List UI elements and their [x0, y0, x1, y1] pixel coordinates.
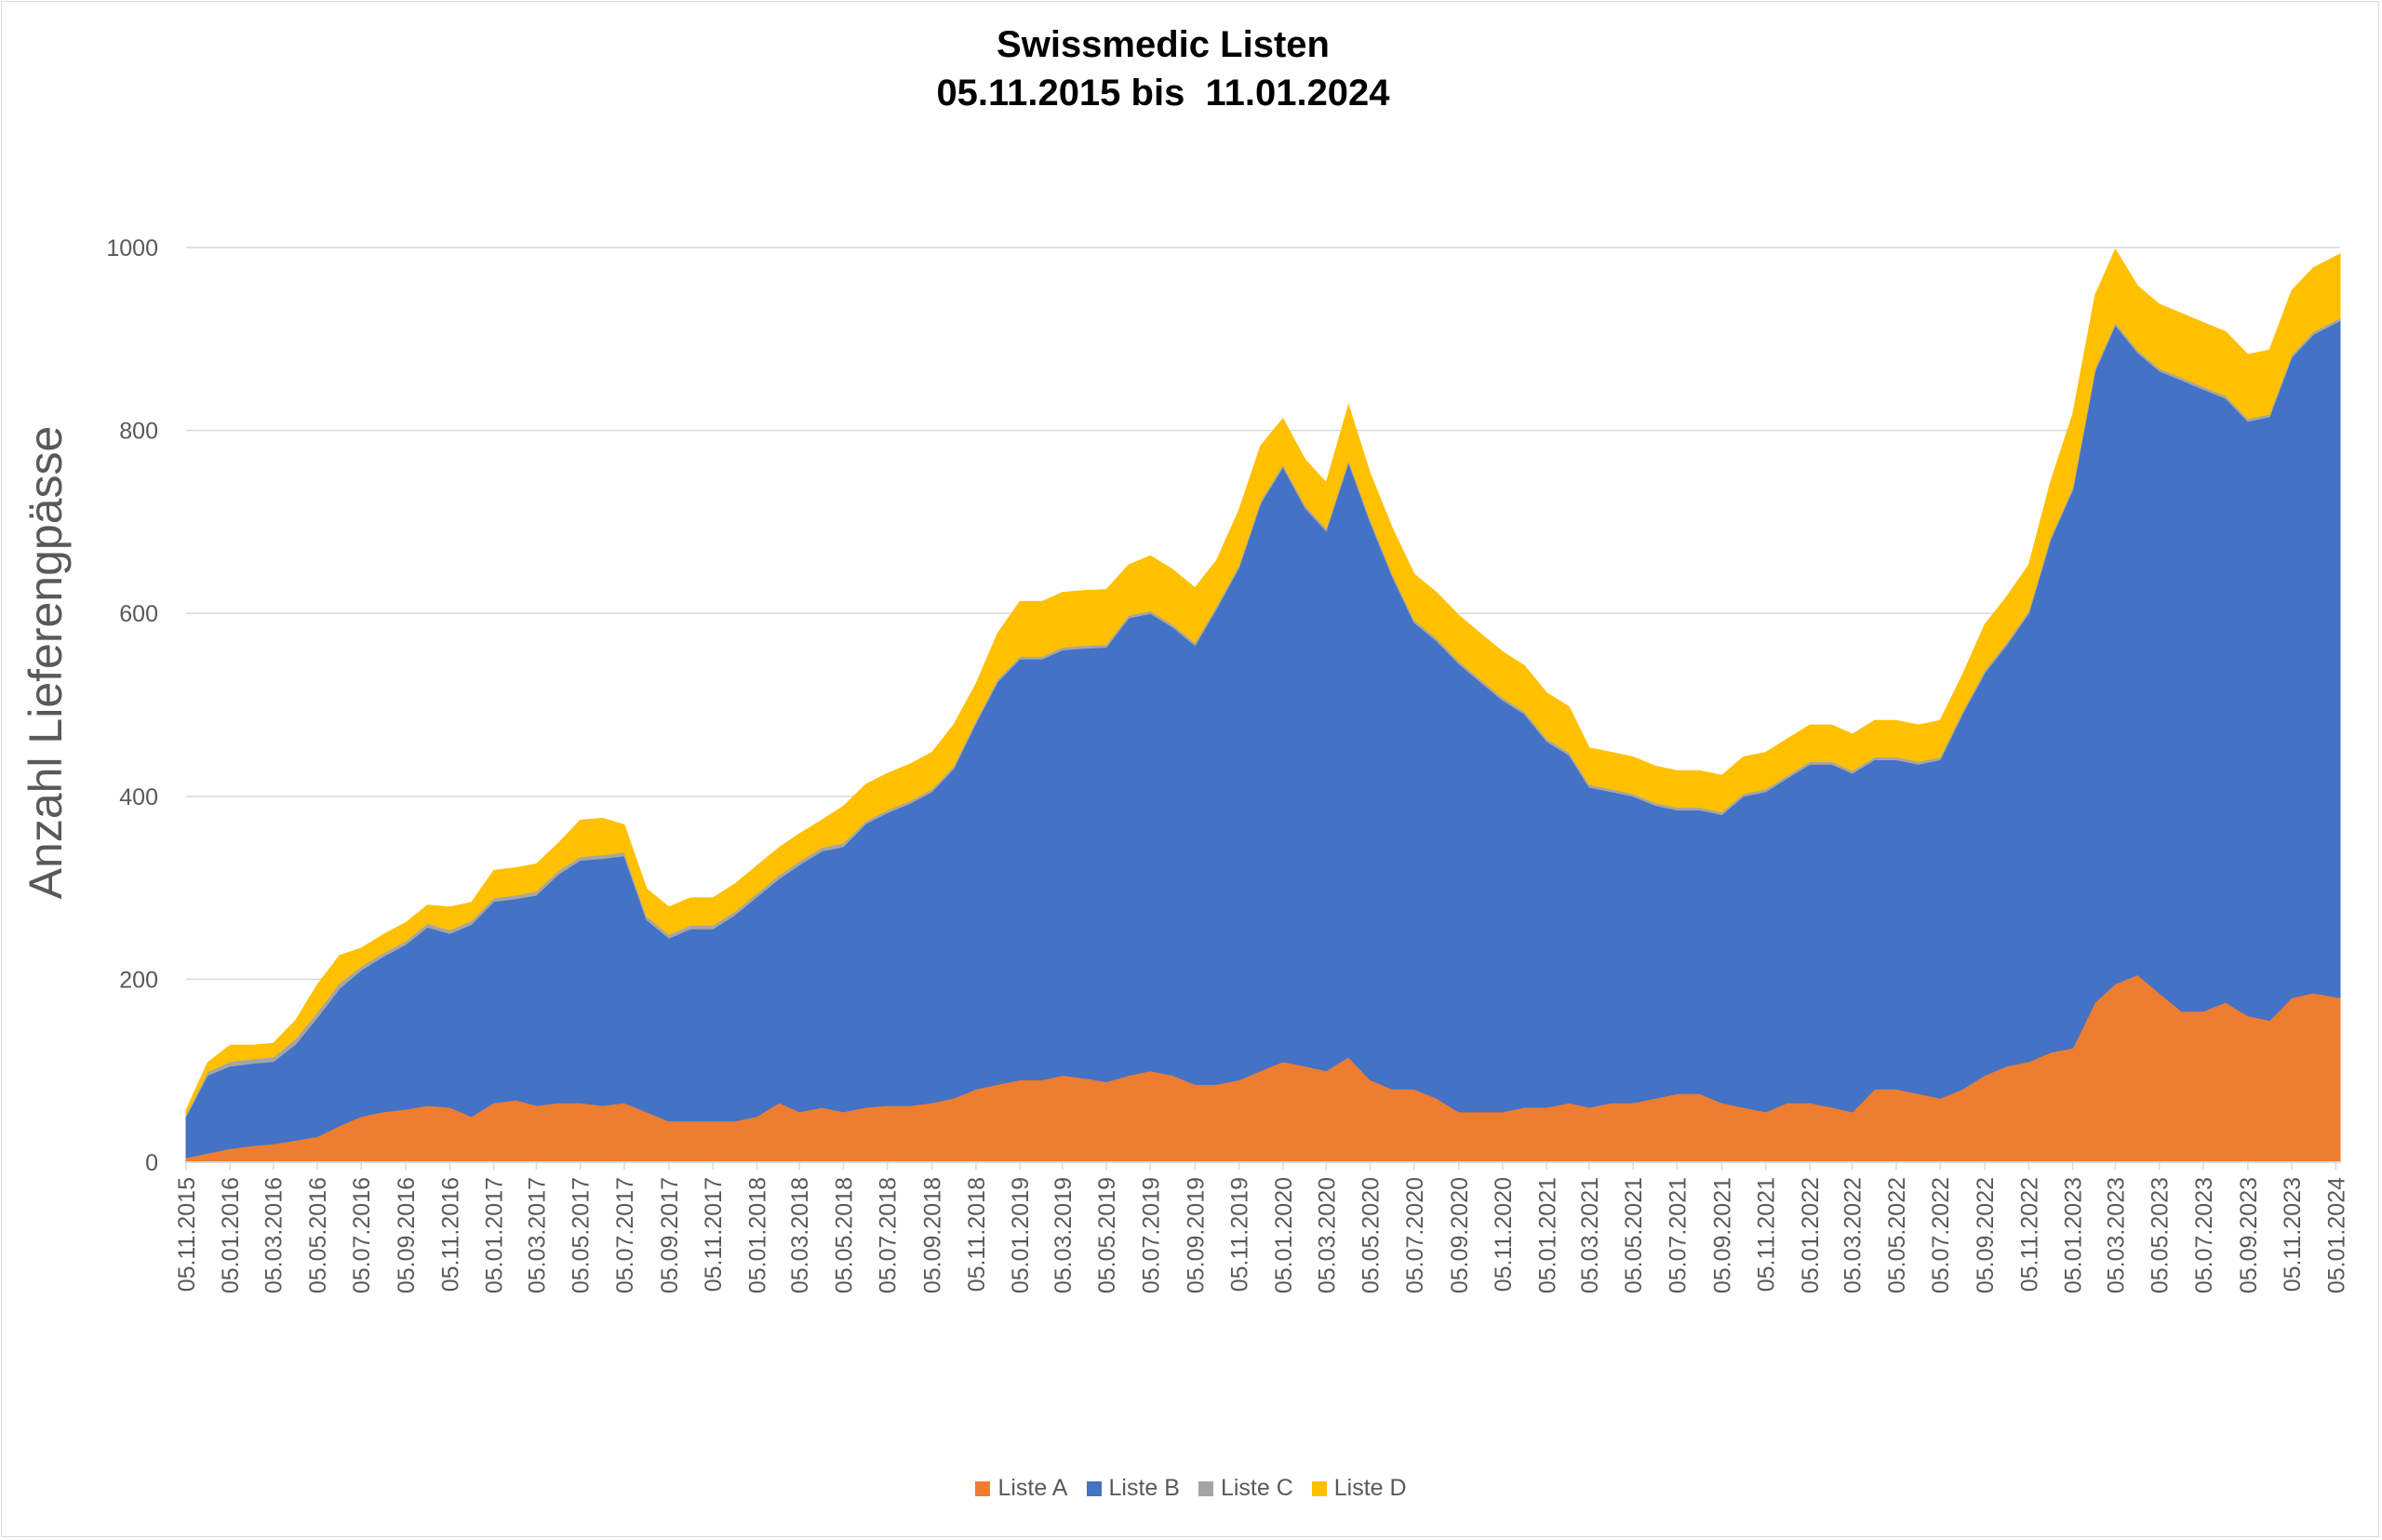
- x-tick-label: 05.07.2022: [1928, 1177, 1954, 1293]
- x-tick-label: 05.01.2016: [218, 1177, 244, 1293]
- x-tick-label: 05.05.2017: [569, 1177, 595, 1293]
- x-tick-label: 05.05.2018: [831, 1177, 857, 1293]
- x-tick-label: 05.11.2022: [2016, 1177, 2042, 1292]
- x-tick-label: 05.05.2019: [1094, 1177, 1120, 1293]
- x-tick-label: 05.11.2016: [438, 1177, 464, 1292]
- legend-label: Liste B: [1108, 1474, 1180, 1501]
- chart-title: Swissmedic Listen 05.11.2015 bis 11.01.2…: [936, 24, 1390, 114]
- legend: Liste A Liste B Liste C Liste D: [0, 1474, 2382, 1502]
- x-tick-label: 05.09.2016: [394, 1177, 420, 1293]
- x-tick-label: 05.07.2017: [612, 1177, 638, 1293]
- x-tick-label: 05.05.2023: [2148, 1177, 2174, 1293]
- legend-label: Liste A: [997, 1474, 1068, 1501]
- x-tick-label: 05.11.2021: [1754, 1177, 1780, 1292]
- x-tick-label: 05.09.2018: [920, 1177, 946, 1293]
- x-tick-label: 05.07.2021: [1666, 1177, 1692, 1293]
- legend-swatch: [1311, 1480, 1327, 1496]
- x-tick-label: 05.09.2022: [1973, 1177, 1999, 1293]
- x-tick-label: 05.09.2019: [1183, 1177, 1209, 1293]
- x-tick-label: 05.03.2016: [261, 1177, 288, 1293]
- x-tick-label: 05.01.2023: [2061, 1177, 2087, 1293]
- area-liste-d: [185, 248, 2341, 1116]
- x-tick-label: 05.05.2020: [1358, 1177, 1385, 1293]
- y-tick-label: 0: [145, 1150, 158, 1176]
- legend-item: Liste D: [1311, 1474, 1407, 1502]
- x-tick-label: 05.03.2021: [1577, 1177, 1603, 1293]
- x-tick-label: 05.09.2023: [2236, 1177, 2262, 1293]
- x-tick-label: 05.05.2016: [305, 1177, 331, 1293]
- legend-swatch: [975, 1480, 991, 1496]
- x-tick-label: 05.01.2020: [1271, 1177, 1297, 1293]
- x-tick-label: 05.09.2021: [1710, 1177, 1736, 1293]
- x-tick-label: 05.01.2019: [1008, 1177, 1034, 1293]
- legend-swatch: [1198, 1480, 1213, 1496]
- x-tick-label: 05.03.2018: [787, 1177, 813, 1293]
- x-tick-label: 05.11.2023: [2280, 1177, 2306, 1292]
- legend-item: Liste C: [1198, 1475, 1293, 1502]
- x-tick-label: 05.11.2017: [701, 1177, 727, 1292]
- y-tick-label: 800: [119, 419, 158, 445]
- legend-item: Liste A: [975, 1474, 1068, 1502]
- y-tick-label: 200: [119, 967, 158, 993]
- x-tick-label: 05.11.2019: [1227, 1177, 1253, 1292]
- x-tick-label: 05.01.2024: [2323, 1177, 2349, 1293]
- x-tick-label: 05.03.2023: [2103, 1177, 2129, 1293]
- x-tick-label: 05.01.2018: [744, 1177, 770, 1293]
- x-tick-label: 05.03.2019: [1050, 1177, 1077, 1293]
- x-tick-label: 05.01.2021: [1534, 1177, 1560, 1293]
- y-tick-label: 400: [119, 784, 158, 810]
- y-tick-label: 600: [119, 601, 158, 627]
- x-tick-label: 05.01.2022: [1798, 1177, 1824, 1293]
- legend-item: Liste B: [1086, 1474, 1180, 1502]
- x-tick-label: 05.07.2019: [1138, 1177, 1164, 1293]
- x-tick-label: 05.11.2015: [174, 1177, 200, 1292]
- x-tick-label: 05.09.2020: [1447, 1177, 1473, 1293]
- legend-swatch: [1086, 1480, 1102, 1496]
- legend-label: Liste C: [1220, 1474, 1293, 1501]
- x-tick-label: 05.11.2018: [964, 1177, 990, 1292]
- x-tick-label: 05.05.2021: [1621, 1177, 1647, 1293]
- axes: 0 200 400 600 800 1000 05.11.2015 05.01.2016 05.…: [106, 235, 2349, 1293]
- x-tick-label: 05.07.2020: [1402, 1177, 1428, 1293]
- x-tick-label: 05.01.2017: [482, 1177, 508, 1293]
- x-tick-label: 05.07.2023: [2191, 1177, 2217, 1293]
- x-tick-label: 05.03.2020: [1314, 1177, 1340, 1293]
- x-tick-label: 05.07.2016: [349, 1177, 375, 1293]
- x-tick-label: 05.03.2022: [1840, 1177, 1867, 1293]
- x-tick-label: 05.05.2022: [1884, 1177, 1910, 1293]
- stacked-areas: [185, 248, 2341, 1163]
- x-tick-label: 05.09.2017: [657, 1177, 683, 1293]
- x-tick-label: 05.11.2020: [1491, 1177, 1517, 1292]
- x-tick-label: 05.03.2017: [524, 1177, 550, 1293]
- legend-label: Liste D: [1333, 1474, 1407, 1501]
- x-tick-label: 05.07.2018: [876, 1177, 902, 1293]
- y-axis-label: Anzahl Lieferengpässe: [20, 426, 72, 900]
- y-tick-label: 1000: [106, 235, 158, 261]
